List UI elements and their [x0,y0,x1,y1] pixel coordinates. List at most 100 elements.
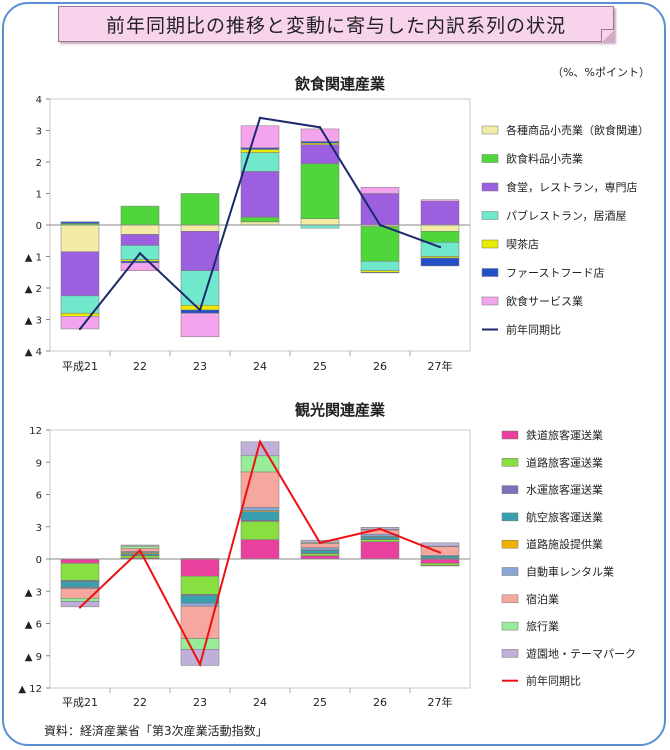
x-tick-label: 22 [133,360,147,373]
legend-swatch [501,485,519,494]
y-tick-label: 9 [36,458,42,469]
bar-segment [120,205,160,226]
bar-segment [180,606,220,639]
banner-corner-fold [601,29,614,42]
bar-segment [180,193,220,226]
x-tick-label: 24 [253,696,267,709]
bar-segment [60,224,100,253]
bar-segment [180,602,220,607]
y-tick-label: 4 [36,95,42,106]
bar-segment [420,199,460,202]
line-point [378,527,382,531]
bar-segment [420,224,460,232]
bar-segment [60,221,100,224]
legend-label: 道路旅客運送業 [526,455,603,469]
legend-label: 航空旅客運送業 [526,510,603,524]
legend-swatch [501,594,519,604]
line-point [138,252,142,255]
bar-segment [120,545,160,549]
line-point [438,551,442,554]
legend-swatch [501,649,519,658]
legend: 鉄道旅客運送業道路旅客運送業水運旅客運送業航空旅客運送業道路施設提供業自動車レン… [501,428,636,688]
bar-segment [60,563,100,581]
x-tick-label: 23 [193,360,207,373]
x-tick-label: 24 [253,360,267,373]
y-tick-label: ▲ 4 [25,347,42,358]
line-point [78,327,82,331]
legend-swatch [481,211,499,220]
bar-segment [300,550,340,554]
x-tick-label: 平成21 [62,360,98,373]
legend-swatch [481,125,499,135]
bar-segment [180,575,220,595]
legend-swatch [481,268,499,277]
y-tick-label: 3 [36,523,42,534]
legend-label: 飲食サービス業 [506,294,583,308]
bar-segment [360,260,400,271]
bar-segment [60,597,100,602]
x-tick-label: 25 [313,696,327,709]
legend-label: 前年同期比 [506,323,561,337]
y-tick-label: ▲ 12 [18,684,42,695]
line-point [438,245,442,249]
bar-segment [420,542,460,547]
bar-segment [120,555,160,559]
bar-segment [240,521,280,540]
legend-label: 宿泊業 [526,592,559,606]
bar-segment [60,581,100,588]
bar-segment [120,224,160,235]
bar-segment [420,242,460,257]
y-tick-label: 12 [29,426,42,437]
bar-segment [300,128,340,142]
x-tick-label: 平成21 [62,696,98,709]
x-tick-label: 23 [193,696,207,709]
line-point [198,308,202,312]
y-tick-label: 2 [36,158,42,169]
legend-swatch [481,154,499,163]
legend-label: パブレストラン，居酒屋 [506,209,626,223]
legend-swatch [501,567,519,576]
bar-segment [240,171,280,218]
bar-segment [240,216,280,223]
bar-segment [240,149,280,153]
page-title-banner: 前年同期比の推移と変動に寄与した内訳系列の状況 [58,6,614,42]
y-tick-label: 0 [36,555,42,566]
legend-label: 前年同期比 [526,674,581,688]
unit-note: （%、%ポイント） [552,66,650,79]
line-point [378,223,382,227]
bar-segment [240,539,280,560]
y-tick-label: ▲ 2 [25,284,42,295]
bar-segment [60,251,100,297]
bar-segment [420,257,460,267]
source-note: 資料：経済産業省「第3次産業活動指数」 [44,724,268,738]
line-point [258,116,262,120]
legend-swatch [501,458,519,467]
page-title: 前年同期比の推移と変動に寄与した内訳系列の状況 [105,14,566,37]
x-tick-label: 25 [313,360,327,373]
legend-label: 遊園地・テーマパーク [526,646,636,660]
bar-segment [240,511,280,521]
bar-segment [180,595,220,604]
line-point [318,126,322,129]
bar-segment [240,507,280,511]
legend-label: 各種商品小売業（飲食関連） [506,123,649,137]
bar-segment [60,316,100,330]
bar-segment [360,539,400,543]
bar-segment [360,226,400,262]
bar-segment [360,186,400,194]
bar-segment [300,163,340,219]
bar-segment [120,544,160,547]
line-point [258,440,262,444]
chart-title: 観光関連産業 [295,401,386,419]
line-point [318,541,322,545]
bar-segment [300,218,340,226]
y-tick-label: 1 [36,190,42,201]
x-tick-label: 22 [133,696,147,709]
bar-segment [420,565,460,567]
legend-swatch [501,430,519,440]
legend-swatch [481,239,499,249]
bar-segment [180,270,220,306]
